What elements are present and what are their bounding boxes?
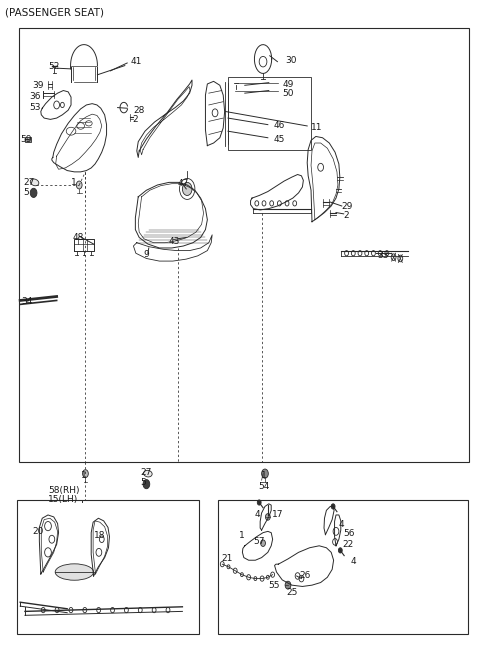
Text: 18: 18 xyxy=(94,531,106,540)
Bar xyxy=(17,500,199,634)
Text: 4: 4 xyxy=(350,557,356,566)
Text: 57: 57 xyxy=(253,537,265,546)
Ellipse shape xyxy=(55,564,94,580)
Text: 43: 43 xyxy=(169,237,180,246)
Circle shape xyxy=(83,470,88,478)
Text: 49: 49 xyxy=(282,80,294,89)
Text: 1: 1 xyxy=(239,531,245,541)
Text: 5: 5 xyxy=(140,478,146,487)
Text: 9: 9 xyxy=(143,250,149,259)
Text: 54: 54 xyxy=(258,482,270,491)
Text: 25: 25 xyxy=(286,588,298,597)
Text: 55: 55 xyxy=(268,581,279,590)
Text: 56: 56 xyxy=(344,529,355,539)
Text: 50: 50 xyxy=(282,89,294,98)
Circle shape xyxy=(338,548,342,553)
Text: 48: 48 xyxy=(73,233,84,242)
Circle shape xyxy=(30,188,37,197)
Text: 53: 53 xyxy=(30,103,41,112)
Circle shape xyxy=(76,181,82,189)
Text: 15(LH): 15(LH) xyxy=(48,495,78,504)
Text: 34: 34 xyxy=(21,297,33,306)
Text: 36: 36 xyxy=(30,92,41,101)
Bar xyxy=(19,28,469,462)
Circle shape xyxy=(257,500,261,505)
Text: 11: 11 xyxy=(311,123,323,132)
Text: 52: 52 xyxy=(48,62,60,72)
Bar xyxy=(228,77,311,150)
Text: 4: 4 xyxy=(339,520,345,529)
Text: 58(RH): 58(RH) xyxy=(48,486,80,495)
Text: 2: 2 xyxy=(344,211,349,220)
Text: 22: 22 xyxy=(343,540,354,549)
Text: 39: 39 xyxy=(33,81,44,90)
Text: 46: 46 xyxy=(274,121,285,131)
Ellipse shape xyxy=(30,179,39,186)
Circle shape xyxy=(182,182,192,195)
Circle shape xyxy=(143,480,150,489)
Circle shape xyxy=(261,540,265,546)
Circle shape xyxy=(331,504,335,509)
Text: 20: 20 xyxy=(33,527,44,536)
Text: 28: 28 xyxy=(133,106,145,115)
Text: 17: 17 xyxy=(272,510,283,520)
Circle shape xyxy=(262,469,268,478)
Text: 45: 45 xyxy=(274,135,285,144)
Text: 47: 47 xyxy=(178,179,189,188)
Text: 5: 5 xyxy=(23,188,29,197)
Text: 59: 59 xyxy=(20,134,32,144)
Text: 27: 27 xyxy=(23,178,35,187)
Text: 29: 29 xyxy=(342,202,353,211)
Text: 33: 33 xyxy=(377,251,389,260)
Text: 41: 41 xyxy=(131,57,142,66)
Ellipse shape xyxy=(144,470,152,477)
Text: 27: 27 xyxy=(140,468,152,478)
Text: 1: 1 xyxy=(81,471,86,480)
Circle shape xyxy=(265,514,270,520)
Circle shape xyxy=(285,581,291,589)
Text: (PASSENGER SEAT): (PASSENGER SEAT) xyxy=(5,8,104,18)
Bar xyxy=(218,500,468,634)
Bar xyxy=(25,137,31,142)
Text: 1: 1 xyxy=(71,178,77,187)
Text: 2: 2 xyxy=(132,115,138,124)
Text: 30: 30 xyxy=(286,56,297,65)
Text: 21: 21 xyxy=(222,554,233,564)
Text: 1: 1 xyxy=(261,471,267,480)
Text: 26: 26 xyxy=(300,571,311,581)
Text: 4: 4 xyxy=(254,510,260,520)
